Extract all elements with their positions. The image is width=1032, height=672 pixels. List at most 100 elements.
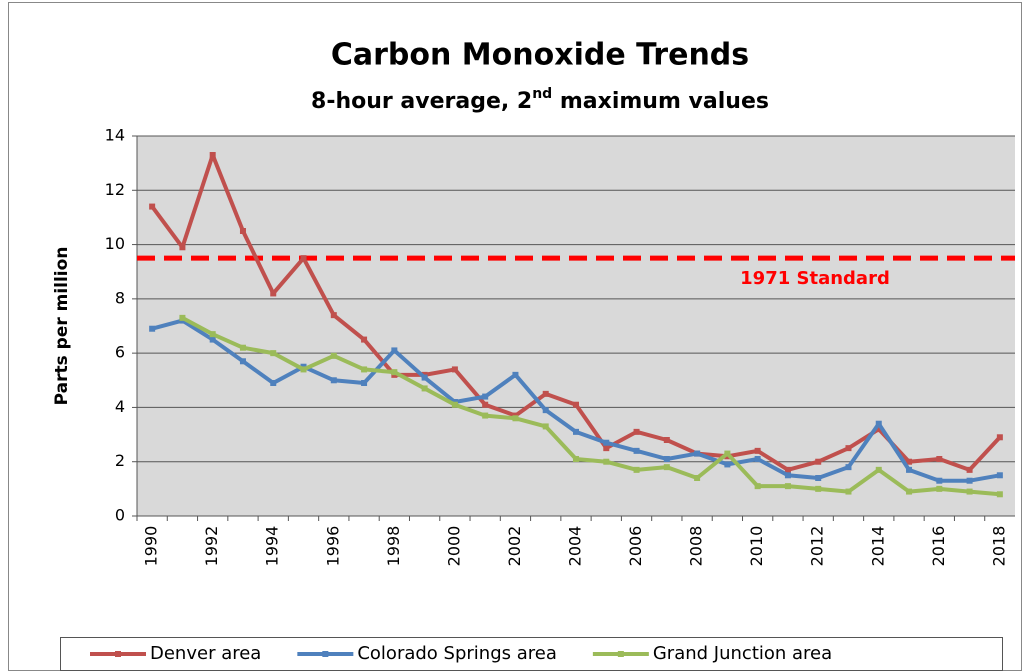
data-point xyxy=(754,456,761,462)
data-point xyxy=(179,244,186,251)
y-tick-label: 14 xyxy=(105,126,125,145)
x-tick-label: 2016 xyxy=(929,526,948,567)
data-point xyxy=(573,456,579,462)
legend-marker xyxy=(115,651,121,657)
legend-label: Denver area xyxy=(150,643,261,664)
data-point xyxy=(270,350,277,357)
x-tick-label: 1990 xyxy=(142,526,161,567)
plot-area xyxy=(137,136,1015,516)
data-point xyxy=(209,331,216,338)
x-tick-label: 2018 xyxy=(989,526,1008,567)
data-point xyxy=(603,445,610,452)
data-point xyxy=(603,439,610,446)
data-point xyxy=(784,472,791,479)
data-point xyxy=(633,447,640,454)
x-tick-label: 2008 xyxy=(687,526,706,567)
x-tick-label: 1996 xyxy=(323,526,342,567)
data-point xyxy=(845,488,852,495)
data-point xyxy=(209,336,216,343)
data-point xyxy=(421,374,428,381)
data-point xyxy=(451,366,458,373)
data-point xyxy=(936,485,943,492)
data-point xyxy=(542,390,549,397)
y-tick-label: 2 xyxy=(115,451,125,470)
x-tick-label: 2006 xyxy=(626,526,645,567)
subtitle-part: 8-hour average, 2 xyxy=(311,89,532,114)
legend-marker xyxy=(617,651,624,657)
data-point xyxy=(663,456,670,462)
data-point xyxy=(875,426,882,433)
data-point xyxy=(239,228,246,234)
data-point xyxy=(149,325,156,332)
data-point xyxy=(966,466,973,473)
data-point xyxy=(875,466,882,473)
legend-box xyxy=(60,637,1003,671)
x-tick-label: 2012 xyxy=(808,526,827,567)
y-tick-label: 10 xyxy=(105,234,125,253)
data-point xyxy=(149,203,156,210)
data-point xyxy=(300,366,307,373)
x-tick-label: 2000 xyxy=(444,526,463,567)
x-tick-label: 1992 xyxy=(202,526,221,567)
data-point xyxy=(754,447,761,454)
data-point xyxy=(179,314,186,321)
data-point xyxy=(815,458,822,465)
data-point xyxy=(875,420,882,427)
data-point xyxy=(996,472,1003,479)
legend-label: Colorado Springs area xyxy=(357,643,557,664)
data-point xyxy=(330,377,337,384)
data-point xyxy=(391,369,398,376)
data-point xyxy=(542,407,549,414)
y-tick-label: 8 xyxy=(115,288,125,307)
data-point xyxy=(906,458,913,465)
data-point xyxy=(845,445,852,452)
data-point xyxy=(482,412,489,419)
x-tick-label: 1998 xyxy=(384,526,403,567)
data-point xyxy=(724,461,731,468)
data-point xyxy=(815,475,822,481)
data-point xyxy=(451,401,458,408)
data-point xyxy=(512,415,519,422)
data-point xyxy=(421,385,428,392)
data-point xyxy=(239,358,246,365)
data-point xyxy=(482,393,489,400)
y-tick-label: 12 xyxy=(105,180,125,199)
x-tick-label: 1994 xyxy=(263,526,282,567)
y-axis-label: Parts per million xyxy=(52,247,72,406)
data-point xyxy=(815,485,822,492)
x-tick-label: 2002 xyxy=(505,526,524,567)
data-point xyxy=(239,344,246,351)
data-point xyxy=(784,466,791,473)
data-point xyxy=(603,458,610,465)
x-tick-label: 2010 xyxy=(747,526,766,567)
data-point xyxy=(996,491,1003,498)
data-point xyxy=(936,456,943,462)
data-point xyxy=(573,401,579,408)
data-point xyxy=(663,437,670,443)
data-point xyxy=(845,464,852,471)
data-point xyxy=(209,152,216,158)
chart-title: Carbon Monoxide Trends xyxy=(331,38,749,73)
data-point xyxy=(694,475,701,481)
data-point xyxy=(906,466,913,473)
data-point xyxy=(361,336,368,343)
y-tick-label: 4 xyxy=(115,397,125,416)
series-line xyxy=(181,316,1001,497)
data-point xyxy=(633,428,640,435)
data-point xyxy=(663,464,670,471)
data-point xyxy=(966,488,973,495)
data-point xyxy=(391,347,398,354)
data-point xyxy=(784,483,791,490)
subtitle-part: maximum values xyxy=(552,89,769,114)
y-tick-label: 6 xyxy=(115,343,125,362)
data-point xyxy=(754,483,761,490)
data-point xyxy=(996,434,1003,441)
legend-marker xyxy=(322,651,329,657)
data-point xyxy=(573,428,579,435)
data-point xyxy=(724,450,731,457)
y-tick-label: 0 xyxy=(115,506,125,525)
data-point xyxy=(936,477,943,484)
chart-subtitle: 8-hour average, 2nd maximum values xyxy=(311,86,769,114)
x-tick-label: 2014 xyxy=(868,526,887,567)
